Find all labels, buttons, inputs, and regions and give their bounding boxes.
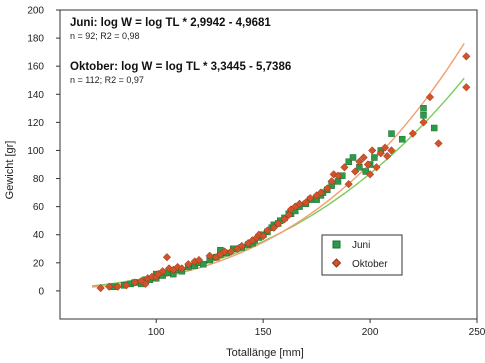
y-tick-label: 20 xyxy=(33,258,45,269)
y-tick-label: 80 xyxy=(33,174,45,185)
fit-curves xyxy=(92,43,465,288)
point-oktober xyxy=(226,247,236,256)
point-oktober xyxy=(408,129,417,138)
point-oktober xyxy=(462,52,471,61)
y-tick-label: 120 xyxy=(27,118,44,129)
point-oktober xyxy=(158,267,167,276)
point-oktober xyxy=(363,160,373,169)
legend-label-oktober: Oktober xyxy=(352,259,388,270)
x-axis-title: Totallänge [mm] xyxy=(226,347,304,359)
point-oktober xyxy=(365,170,375,179)
point-oktober xyxy=(177,264,187,273)
point-oktober xyxy=(380,143,390,152)
point-oktober xyxy=(359,153,368,162)
point-oktober xyxy=(316,188,326,197)
x-tick-label: 250 xyxy=(469,327,485,338)
x-tick-label: 150 xyxy=(255,327,272,338)
point-oktober xyxy=(340,163,349,172)
point-oktober xyxy=(376,149,385,158)
point-oktober xyxy=(122,281,131,290)
point-oktober xyxy=(306,194,315,203)
legend-label-juni: Juni xyxy=(352,240,370,251)
plot-frame xyxy=(59,9,478,320)
point-oktober xyxy=(355,157,364,166)
point-oktober xyxy=(205,251,214,260)
point-oktober xyxy=(462,83,471,92)
point-oktober xyxy=(434,139,443,148)
x-tick-label: 100 xyxy=(148,327,165,338)
axes: 0 20 40 60 80 100 120 140 160 180 200 100 150 200 250 xyxy=(27,6,485,339)
y-tick-label: 160 xyxy=(27,62,44,73)
point-oktober xyxy=(280,215,289,224)
point-juni xyxy=(371,154,378,161)
point-oktober xyxy=(96,283,105,293)
annotation-juni-stats: n = 92; R2 = 0,98 xyxy=(70,31,140,41)
point-oktober xyxy=(350,167,360,176)
point-juni xyxy=(200,260,207,268)
annotation-oktober-stats: n = 112; R2 = 0,97 xyxy=(70,75,144,85)
x-tick-label: 200 xyxy=(362,327,379,338)
point-oktober xyxy=(220,247,229,256)
y-tick-label: 140 xyxy=(27,90,44,101)
point-oktober xyxy=(372,163,381,172)
point-juni xyxy=(420,105,427,112)
y-axis-title: Gewicht [gr] xyxy=(4,141,16,200)
legend: Juni Oktober xyxy=(321,234,403,276)
fit-line-juni xyxy=(92,77,465,287)
point-oktober xyxy=(113,282,122,291)
y-tick-label: 40 xyxy=(33,230,45,241)
point-oktober xyxy=(383,151,392,161)
point-oktober xyxy=(387,146,396,155)
point-juni xyxy=(398,135,406,143)
point-oktober xyxy=(237,241,246,251)
point-oktober xyxy=(269,223,278,232)
y-tick-label: 180 xyxy=(27,34,44,45)
data-points xyxy=(96,52,471,293)
point-oktober xyxy=(162,253,172,262)
point-juni xyxy=(345,158,352,165)
point-oktober xyxy=(419,118,428,127)
annotation-juni-equation: Juni: log W = log TL * 2,9942 - 4,9681 xyxy=(70,17,271,29)
point-oktober xyxy=(263,226,272,235)
point-oktober xyxy=(425,92,435,102)
point-oktober xyxy=(164,264,174,273)
point-juni xyxy=(430,124,438,132)
point-juni xyxy=(420,112,427,119)
y-tick-label: 60 xyxy=(33,202,45,213)
legend-marker-oktober xyxy=(331,258,342,268)
legend-marker-juni xyxy=(332,240,341,249)
point-oktober xyxy=(368,146,377,155)
point-oktober xyxy=(327,177,336,186)
point-juni xyxy=(388,130,395,137)
point-oktober xyxy=(344,180,353,189)
annotation-oktober-equation: Oktober: log W = log TL * 3,3445 - 5,738… xyxy=(70,61,291,73)
point-oktober xyxy=(273,219,283,228)
point-oktober xyxy=(105,282,114,291)
point-oktober xyxy=(194,255,204,265)
y-tick-label: 200 xyxy=(27,6,44,17)
point-oktober xyxy=(323,184,332,193)
y-tick-label: 100 xyxy=(27,146,44,157)
point-oktober xyxy=(259,231,268,241)
fit-line-oktober xyxy=(92,43,465,288)
point-oktober xyxy=(184,260,193,269)
point-juni xyxy=(349,154,357,161)
point-oktober xyxy=(333,171,343,180)
y-tick-label: 0 xyxy=(38,286,44,297)
point-oktober xyxy=(301,198,311,207)
